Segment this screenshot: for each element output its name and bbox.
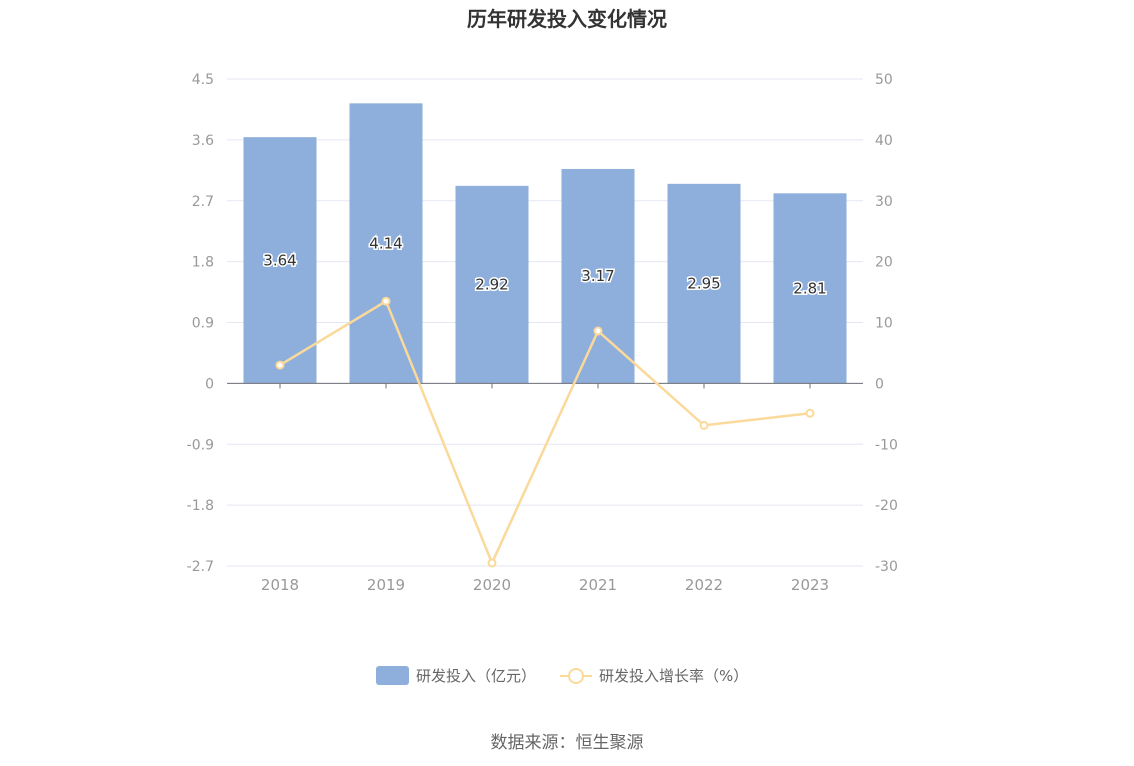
bar-2020 [455, 185, 529, 384]
x-axis [227, 382, 863, 389]
legend-item-rd-investment[interactable]: 研发投入（亿元） [376, 666, 536, 685]
y-right-tick-label: -30 [875, 559, 898, 575]
y-left-tick-label: 1.8 [192, 255, 214, 271]
y-left-tick-label: 0.9 [192, 316, 214, 332]
y-right-tick-label: -20 [875, 498, 898, 514]
growth-point-2020 [487, 558, 497, 568]
bar-label-2023: 2.81 [793, 279, 826, 297]
bar-2022 [667, 183, 741, 384]
y-left-tick-label: 4.5 [192, 72, 214, 88]
growth-point-2022 [699, 420, 709, 430]
legend-swatch-bar [376, 666, 409, 685]
y-right-tick-label: 50 [875, 72, 893, 88]
y-axis-right: 50 40 30 20 10 0 -10 -20 -30 [875, 72, 898, 575]
chart-title: 历年研发投入变化情况 [467, 7, 667, 31]
growth-point-2021 [593, 326, 603, 336]
legend-item-rd-growth[interactable]: 研发投入增长率（%） [560, 667, 748, 685]
legend-label-rd-growth: 研发投入增长率（%） [599, 667, 748, 685]
y-left-tick-label: -1.8 [187, 498, 214, 514]
growth-point-2019 [381, 296, 391, 306]
data-source: 数据来源：恒生聚源 [491, 733, 644, 753]
bar-data-labels: 3.64 4.14 2.92 3.17 2.95 2.81 [262, 233, 828, 299]
bar-2019 [349, 103, 423, 384]
x-tick-label-2019: 2019 [367, 576, 405, 594]
y-left-tick-label: 3.6 [192, 133, 214, 149]
y-right-tick-label: 20 [875, 255, 893, 271]
bar-series [243, 103, 847, 384]
x-tick-label-2023: 2023 [791, 576, 829, 594]
y-left-tick-label: -0.9 [187, 437, 214, 453]
x-axis-ticks: 2018 2019 2020 2021 2022 2023 [261, 576, 829, 594]
bar-2021 [561, 168, 635, 384]
y-left-tick-label: -2.7 [187, 559, 214, 575]
bar-label-2018: 3.64 [263, 251, 296, 269]
bar-label-2021: 3.17 [581, 267, 614, 285]
line-series [275, 296, 815, 568]
y-right-tick-label: -10 [875, 437, 898, 453]
x-tick-label-2018: 2018 [261, 576, 299, 594]
growth-point-2023 [805, 408, 815, 418]
y-left-tick-label: 2.7 [192, 194, 214, 210]
bar-label-2019: 4.14 [369, 234, 402, 252]
bar-label-2020: 2.92 [475, 276, 508, 294]
y-left-tick-label: 0 [205, 376, 214, 392]
grid-lines [227, 78, 863, 567]
y-right-tick-label: 30 [875, 194, 893, 210]
y-right-tick-label: 10 [875, 316, 893, 332]
legend-swatch-marker [568, 668, 584, 684]
y-axis-left: 4.5 3.6 2.7 1.8 0.9 0 -0.9 -1.8 -2.7 [187, 72, 214, 575]
bar-2018 [243, 137, 317, 384]
y-right-tick-label: 0 [875, 376, 884, 392]
bar-2023 [773, 193, 847, 384]
x-tick-label-2021: 2021 [579, 576, 617, 594]
growth-point-2018 [275, 360, 285, 370]
x-tick-label-2022: 2022 [685, 576, 723, 594]
growth-line [279, 299, 811, 567]
legend: 研发投入（亿元） 研发投入增长率（%） [376, 666, 748, 685]
y-right-tick-label: 40 [875, 133, 893, 149]
legend-label-rd-investment: 研发投入（亿元） [416, 667, 536, 685]
bar-label-2022: 2.95 [687, 275, 720, 293]
x-tick-label-2020: 2020 [473, 576, 511, 594]
